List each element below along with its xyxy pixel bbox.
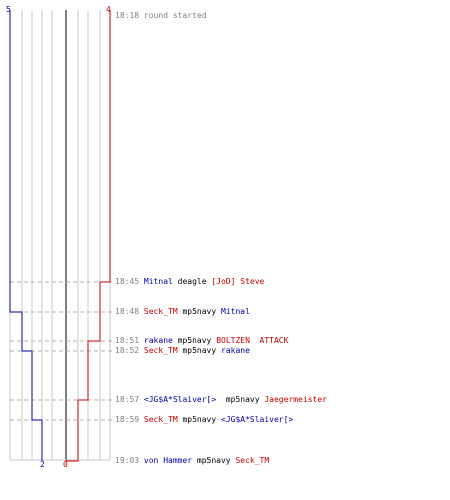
red-team-alive-line bbox=[65, 10, 111, 462]
event-row: 18:59 Seck_TM mp5navy <JG$A*Slaiver[> bbox=[115, 415, 293, 425]
event-weapon: deagle bbox=[172, 277, 212, 286]
event-player-name: Seck_TM bbox=[143, 415, 178, 424]
event-row: 19:03 von Hammer mp5navy Seck_TM bbox=[115, 456, 269, 466]
event-time: 19:03 bbox=[115, 456, 140, 465]
event-row: 18:51 rakane mp5navy BOLTZEN ATTACK bbox=[115, 336, 288, 346]
event-row: 18:45 Mitnal deagle [JoD] Steve bbox=[115, 277, 264, 287]
event-player-name: rakane bbox=[221, 346, 250, 355]
event-player-name: von Hammer bbox=[143, 456, 193, 465]
event-player-name: BOLTZEN ATTACK bbox=[216, 336, 289, 345]
event-player-name: Mitnal bbox=[143, 277, 173, 286]
event-weapon: mp5navy bbox=[177, 307, 221, 316]
event-player-name: [JoD] Steve bbox=[211, 277, 265, 286]
event-time: 18:52 bbox=[115, 346, 140, 355]
red-end-count: 0 bbox=[63, 460, 68, 469]
event-time: 18:59 bbox=[115, 415, 140, 424]
event-player-name: Seck_TM bbox=[143, 307, 178, 316]
event-weapon: mp5navy bbox=[192, 456, 236, 465]
chart-grid bbox=[9, 10, 111, 461]
blue-start-count: 5 bbox=[6, 5, 11, 14]
event-player-name: <JG$A*Slaiver[> bbox=[143, 395, 217, 404]
event-row: 18:48 Seck_TM mp5navy Mitnal bbox=[115, 307, 250, 317]
event-weapon: mp5navy bbox=[216, 395, 265, 404]
event-player-name: <JG$A*Slaiver[> bbox=[221, 415, 294, 424]
event-player-name: round started bbox=[143, 11, 207, 20]
event-time: 18:48 bbox=[115, 307, 140, 316]
event-player-name: Mitnal bbox=[221, 307, 250, 316]
event-player-name: rakane bbox=[143, 336, 173, 345]
event-time: 18:18 bbox=[115, 11, 140, 20]
event-time: 18:57 bbox=[115, 395, 140, 404]
event-time: 18:45 bbox=[115, 277, 140, 286]
event-weapon: mp5navy bbox=[177, 415, 221, 424]
blue-end-count: 2 bbox=[40, 460, 45, 469]
event-row: 18:52 Seck_TM mp5navy rakane bbox=[115, 346, 250, 356]
event-time: 18:51 bbox=[115, 336, 140, 345]
event-row: 18:57 <JG$A*Slaiver[> mp5navy Jaegermeis… bbox=[115, 395, 327, 405]
event-weapon: mp5navy bbox=[172, 336, 217, 345]
blue-team-alive-line bbox=[9, 10, 43, 461]
event-player-name: Jaegermeister bbox=[264, 395, 327, 404]
event-player-name: Seck_TM bbox=[235, 456, 270, 465]
red-start-count: 4 bbox=[106, 5, 111, 14]
event-row: 18:18 round started bbox=[115, 11, 207, 21]
event-player-name: Seck_TM bbox=[143, 346, 178, 355]
event-weapon: mp5navy bbox=[177, 346, 221, 355]
